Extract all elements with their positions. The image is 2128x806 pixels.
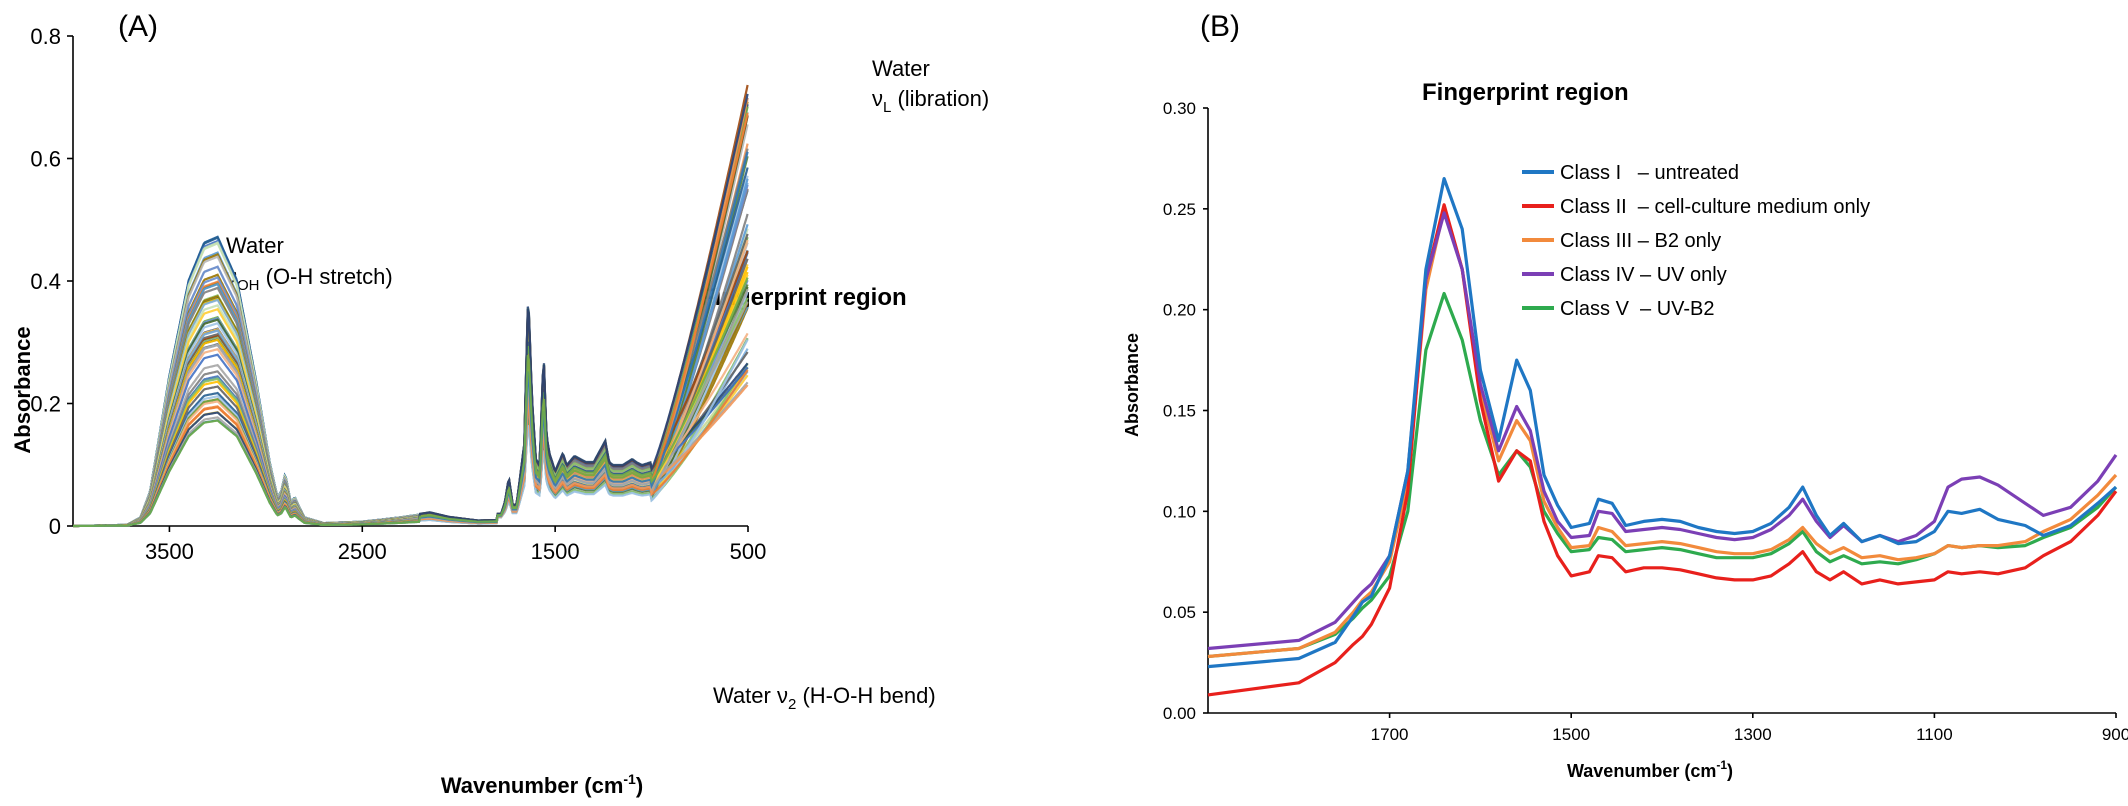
panel-b-plot: 0.00 0.05 0.10 0.15 0.20 0.25 0.30 1700 1500 1300… [1163,99,2128,744]
series-line [1207,177,2118,669]
annotation-libration-title: Water [872,56,930,81]
panel-a-y-tick-label: 0.4 [30,269,61,294]
panel-b-xlabel-close: ) [1727,761,1733,781]
spectrum-line [73,277,749,528]
panel-b-xlabel: Wavenumber (cm-1) [1567,758,1733,781]
panel-b-xlabel-text: Wavenumber (cm [1567,761,1716,781]
panel-b-x-tick-label: 1500 [1552,725,1590,744]
panel-b-x-tick-label: 1300 [1734,725,1772,744]
legend-label: Class V – UV-B2 [1560,298,1715,320]
annotation-oh-title: Water [226,233,284,258]
panel-b-x-tick-label: 1100 [1916,725,1953,744]
panel-a-xlabel-close: ) [636,773,643,798]
annotation-libration-symbol: ν [872,86,883,111]
panel-a-y-tick-label: 0.8 [30,24,61,49]
panel-b-y-tick-label: 0.10 [1163,502,1196,521]
panel-b-y-tick-label: 0.20 [1163,301,1196,320]
panel-a-ylabel: Absorbance [10,326,35,453]
panel-b-ylabel: Absorbance [1122,333,1142,437]
annotation-oh-subscript: OH [237,277,260,294]
annotation-libration-text: (libration) [891,86,989,111]
annotation-bend-subscript: 2 [788,696,796,713]
panel-a-xlabel-text: Wavenumber (cm [441,773,624,798]
panel-b-y-tick-label: 0.25 [1163,200,1196,219]
annotation-bend-rest: (H-O-H bend) [796,683,935,708]
panel-b-x-tick-label: 900 [2102,725,2128,744]
panel-b-y-tick-label: 0.15 [1163,402,1196,421]
panel-a-xlabel-sup: -1 [623,771,636,787]
annotation-bend-text: Water ν [713,683,788,708]
panel-a-x-tick-label: 2500 [338,539,387,564]
panel-a-x-tick-label: 3500 [145,539,194,564]
annotation-bend: Water ν2 (H-O-H bend) [713,683,936,713]
panel-b-y-tick-label: 0.05 [1163,603,1196,622]
legend-label: Class IV – UV only [1560,264,1727,286]
annotation-libration: νL (libration) [872,86,989,116]
panel-a-y-tick-label: 0.2 [30,392,61,417]
legend-label: Class I – untreated [1560,162,1739,184]
panel-b-y-tick-label: 0.30 [1163,99,1196,118]
panel-b-x-tick-label: 1700 [1371,725,1409,744]
legend-label: Class II – cell-culture medium only [1560,196,1870,218]
panel-a-xlabel: Wavenumber (cm-1) [441,771,643,798]
annotation-oh-stretch: νOH (O-H stretch) [226,264,393,294]
annotation-libration-subscript: L [883,99,891,116]
panel-a-y-tick-label: 0 [49,514,61,539]
panel-a-plot: 0 0.2 0.4 0.6 0.8 3500 2500 1500 500 [30,24,766,564]
panel-b-y-tick-label: 0.00 [1163,704,1196,723]
panel-a-label: (A) [118,10,158,43]
panel-a-y-tick-label: 0.6 [30,147,61,172]
legend-label: Class III – B2 only [1560,230,1721,252]
panel-b-label: (B) [1200,10,1240,43]
series-line [1207,291,2118,659]
panel-b-xlabel-sup: -1 [1716,758,1727,772]
panel-a-x-tick-label: 500 [730,539,767,564]
panel-a-x-tick-label: 1500 [531,539,580,564]
panel-b-title: Fingerprint region [1422,79,1629,106]
annotation-oh-text: (O-H stretch) [260,264,393,289]
